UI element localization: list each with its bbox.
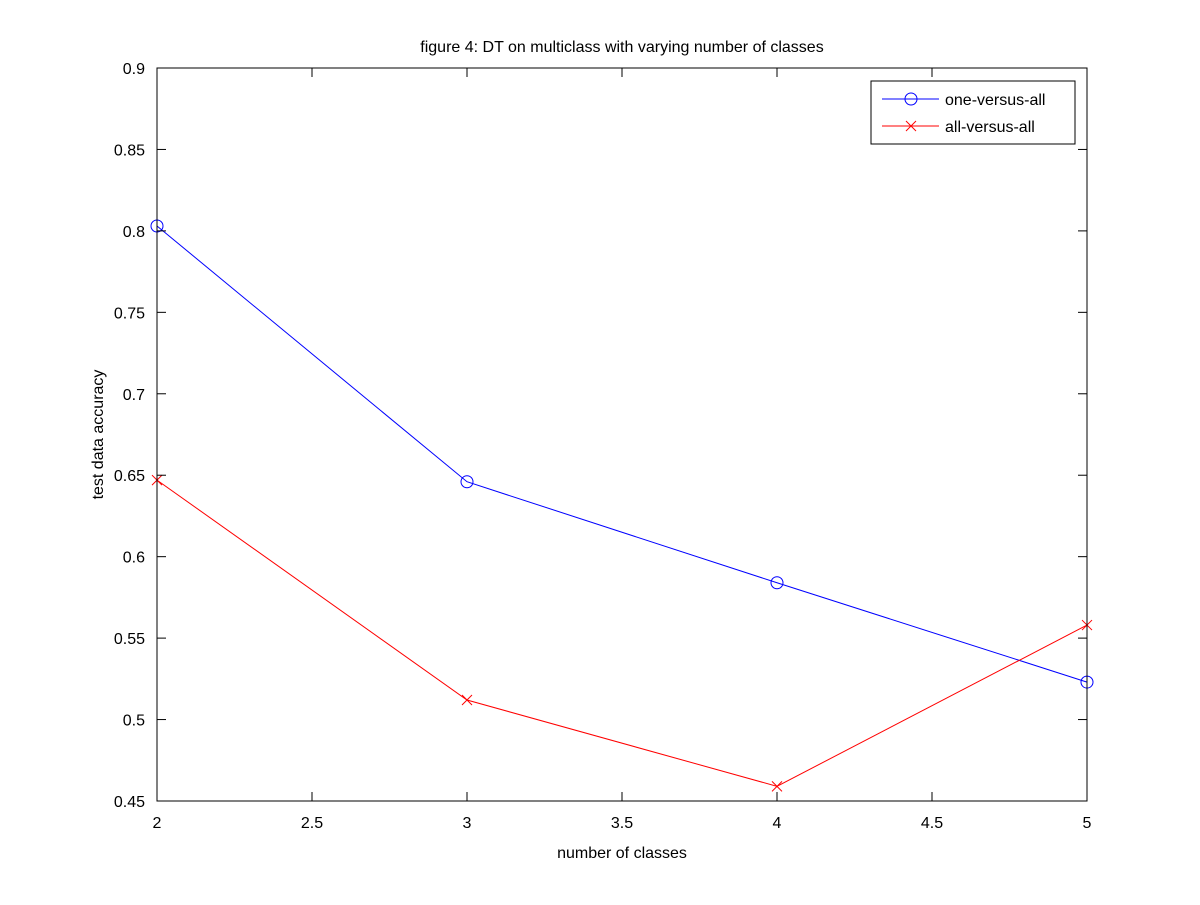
y-tick-label: 0.65: [114, 468, 145, 485]
x-tick-label: 2.5: [301, 815, 323, 832]
x-tick-label: 3.5: [611, 815, 633, 832]
legend-item-all-versus-all: all-versus-all: [882, 119, 1035, 136]
x-axis-label: number of classes: [557, 845, 687, 862]
x-tick-label: 2: [153, 815, 162, 832]
y-tick-label: 0.9: [123, 61, 145, 78]
x-marker-stroke: [905, 120, 917, 132]
data-point-legend-0: [904, 92, 918, 106]
y-tick-label: 0.8: [123, 224, 145, 241]
series-line-all-versus-all: [156, 479, 1088, 787]
y-tick-label: 0.5: [123, 713, 145, 730]
y-tick-label: 0.45: [114, 794, 145, 811]
y-tick-label: 0.6: [123, 550, 145, 567]
series-all-versus-all: [151, 474, 1093, 792]
chart-title: figure 4: DT on multiclass with varying …: [420, 39, 823, 56]
x-tick-label: 5: [1083, 815, 1092, 832]
y-tick-label: 0.85: [114, 142, 145, 159]
data-point-0-1: [460, 475, 474, 489]
data-point-legend-1: [905, 120, 917, 132]
x-tick-label: 3: [463, 815, 472, 832]
series-line-one-versus-all: [156, 225, 1088, 683]
x-marker-stroke: [461, 694, 473, 706]
y-axis: 0.45 0.5 0.55 0.6 0.65 0.7 0.75 0.8 0.85 0.9: [114, 61, 1087, 811]
data-point-0-2: [770, 576, 784, 590]
legend-item-one-versus-all: one-versus-all: [882, 92, 1045, 109]
legend: one-versus-all all-versus-all: [870, 80, 1076, 145]
x-tick-label: 4.5: [921, 815, 943, 832]
legend-box: [870, 80, 1076, 145]
y-tick-label: 0.75: [114, 305, 145, 322]
plot-area: [157, 68, 1087, 801]
data-point-1-1: [461, 694, 473, 706]
legend-label: all-versus-all: [945, 119, 1035, 136]
x-axis: 2 2.5 3 3.5 4 4.5 5: [153, 68, 1092, 832]
legend-label: one-versus-all: [945, 92, 1045, 109]
y-tick-label: 0.7: [123, 387, 145, 404]
data-point-1-2: [771, 780, 783, 792]
x-marker-stroke: [771, 780, 783, 792]
y-axis-label: test data accuracy: [90, 370, 107, 500]
x-tick-label: 4: [773, 815, 782, 832]
y-tick-label: 0.55: [114, 631, 145, 648]
